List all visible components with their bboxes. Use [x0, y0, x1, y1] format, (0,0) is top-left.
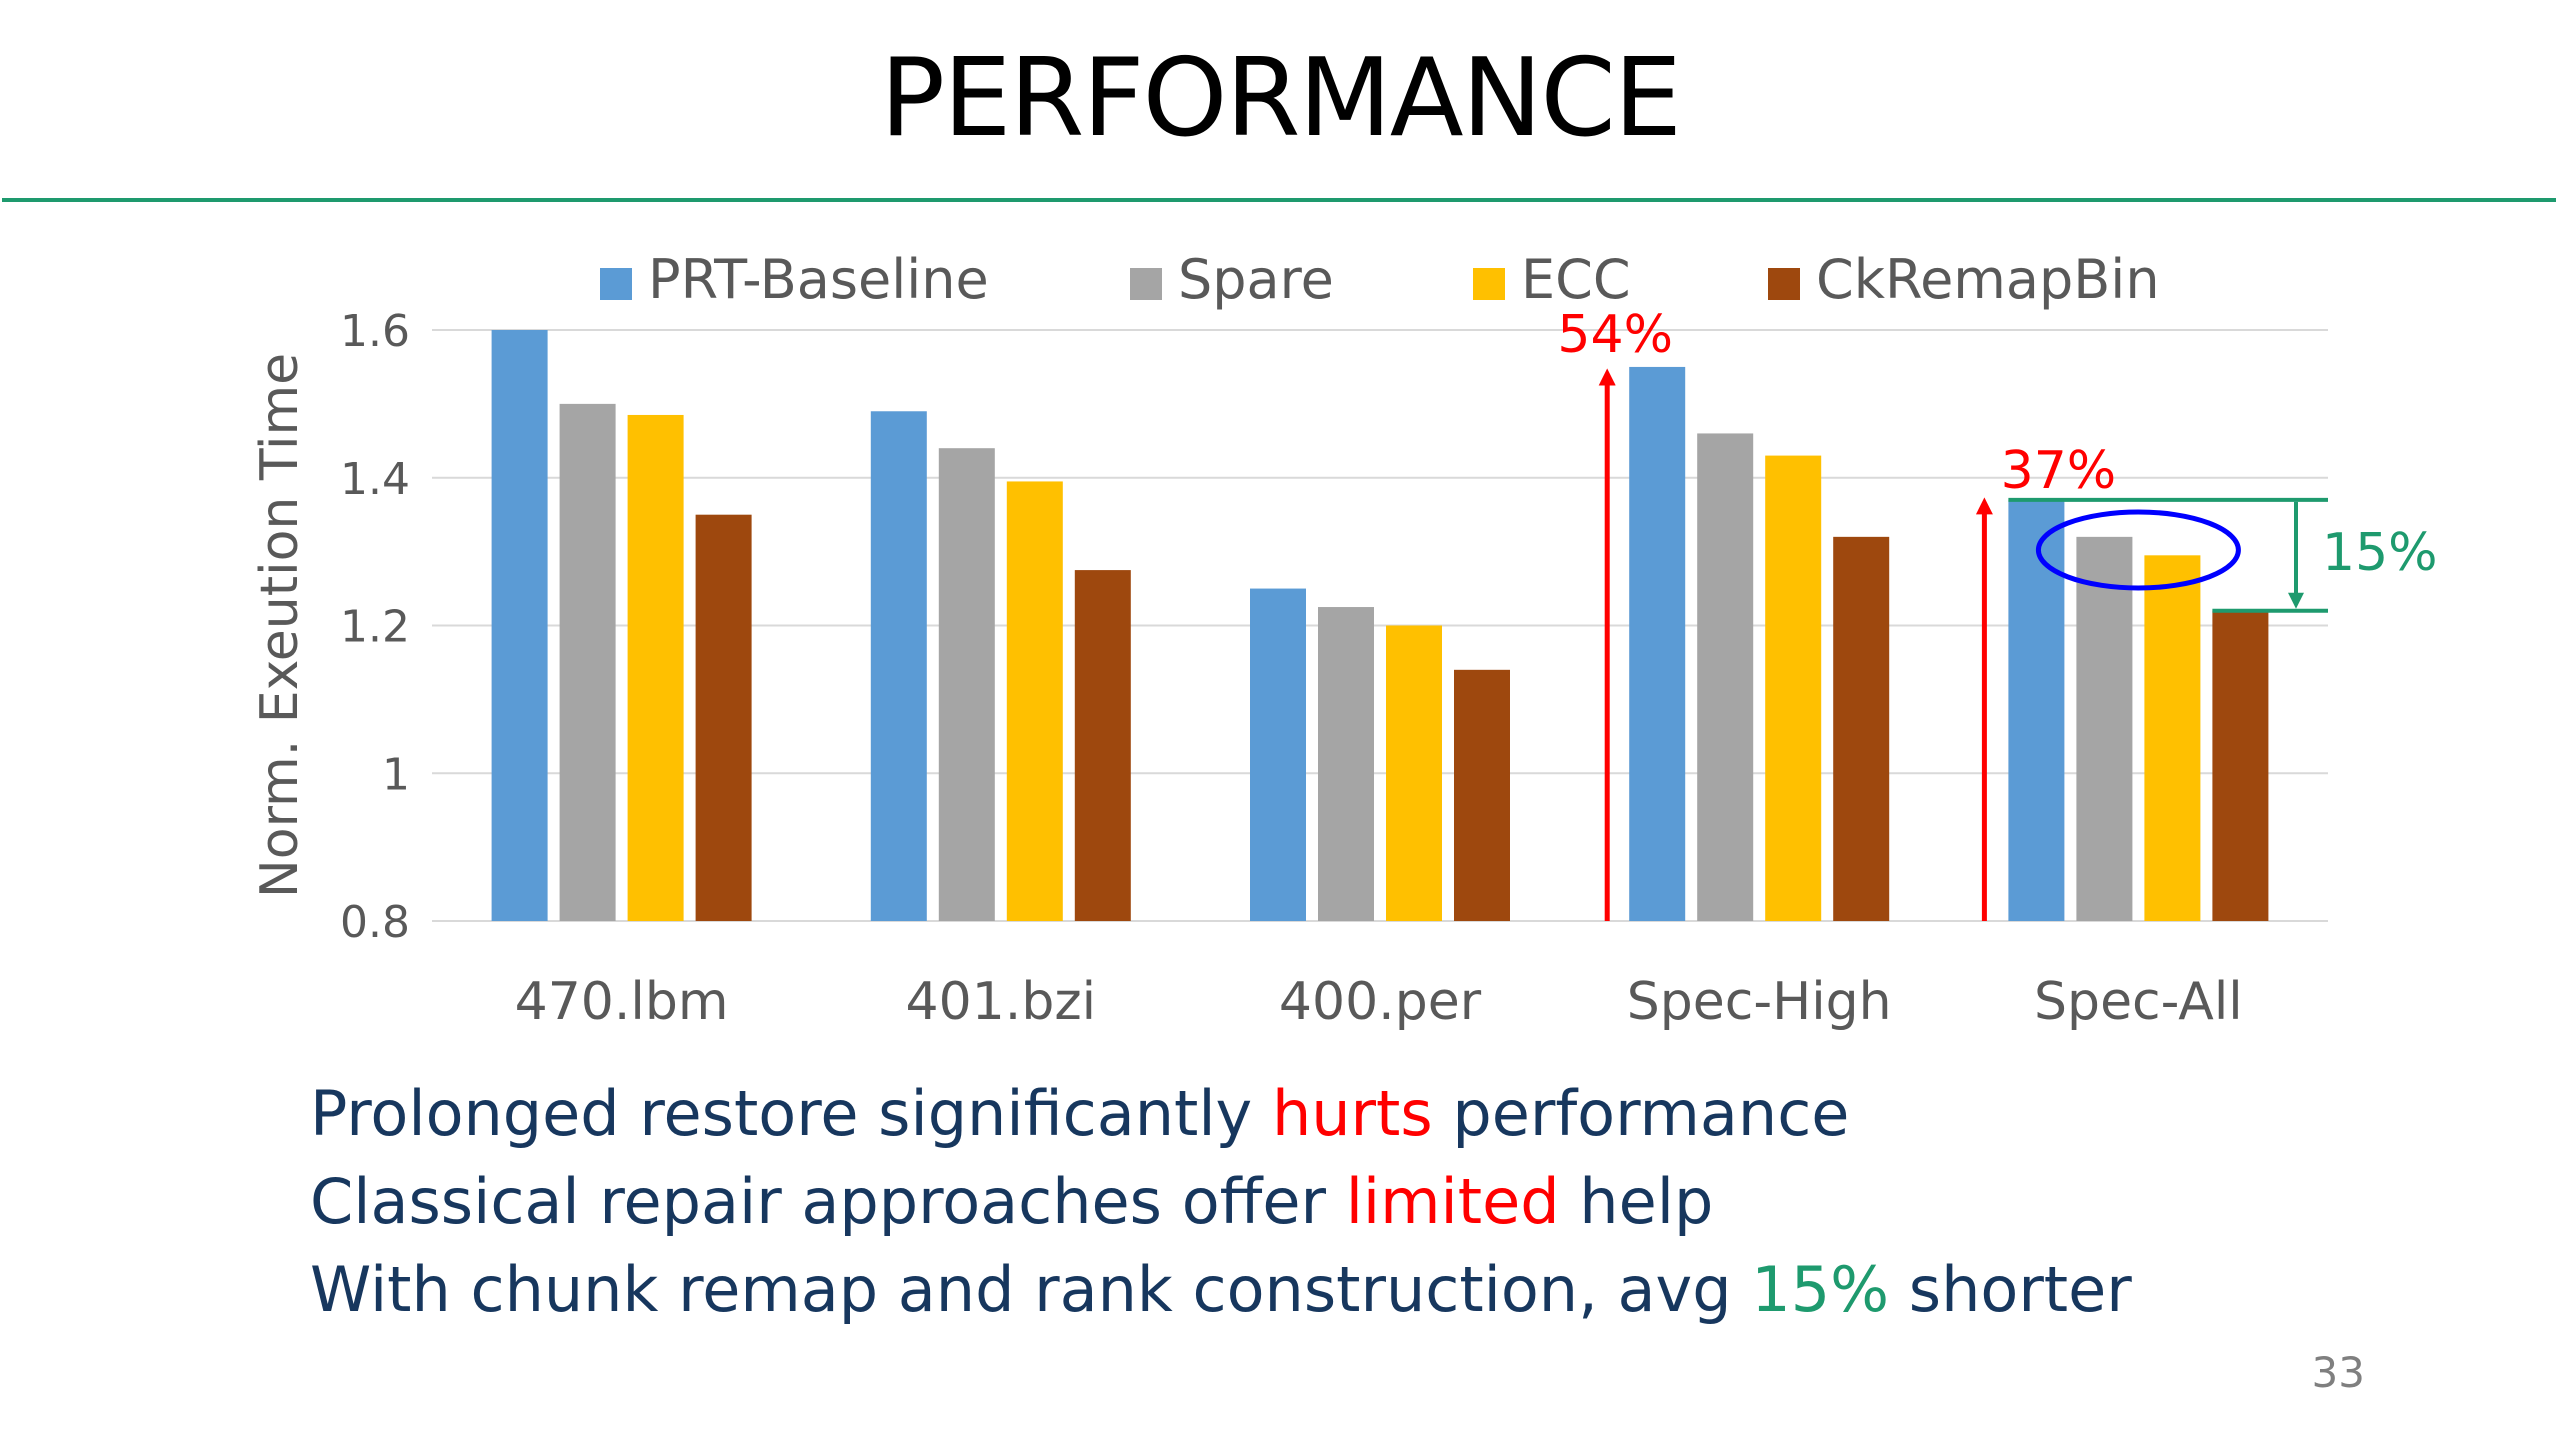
- x-tick-label: Spec-High: [1627, 972, 1892, 1032]
- legend-swatch: [600, 268, 632, 300]
- bar: [627, 414, 684, 921]
- annotation-label: 54%: [1557, 305, 1673, 365]
- bar: [1250, 588, 1306, 921]
- bullet-text: Prolonged restore significantly: [310, 1077, 1272, 1150]
- bullet-limited: Classical repair approaches offer limite…: [310, 1158, 2132, 1246]
- bullet-highlight: hurts: [1271, 1077, 1433, 1150]
- legend-label: ECC: [1521, 248, 1631, 311]
- annotation-label: 15%: [2322, 523, 2438, 583]
- x-tick-label: 401.bzi: [906, 972, 1097, 1032]
- x-tick-label: Spec-All: [2034, 972, 2243, 1032]
- bar: [2076, 536, 2133, 921]
- bar: [1006, 481, 1063, 921]
- bar: [2144, 555, 2201, 921]
- bar: [1629, 366, 1686, 921]
- x-tick-label: 400.per: [1279, 972, 1482, 1032]
- bar: [870, 411, 927, 921]
- bullet-hurts: Prolonged restore significantly hurts pe…: [310, 1070, 2132, 1158]
- bar-chart: 0.8 1 1.2 1.4 1.6 Norm. Exeution Time 470.lbm 4…: [250, 248, 2438, 1032]
- bullet-text: With chunk remap and rank construction, …: [310, 1253, 1752, 1326]
- page-number: 33: [2311, 1348, 2365, 1397]
- y-tick-label: 0.8: [340, 897, 410, 948]
- bullet-text: shorter: [1889, 1253, 2132, 1326]
- bullet-text: help: [1559, 1165, 1714, 1238]
- bar: [1697, 433, 1754, 921]
- title-divider: [2, 198, 2556, 202]
- bar: [1386, 625, 1442, 921]
- bar: [559, 403, 616, 921]
- bullet-text: performance: [1432, 1077, 1850, 1150]
- slide-title: PERFORMANCE: [879, 36, 1682, 161]
- x-tick-label: 470.lbm: [515, 972, 729, 1032]
- bar: [1765, 455, 1822, 921]
- legend-label: PRT-Baseline: [648, 248, 989, 311]
- y-tick-label: 1.6: [340, 306, 410, 357]
- bar: [491, 330, 548, 921]
- legend-label: Spare: [1178, 248, 1334, 311]
- y-axis-label: Norm. Exeution Time: [250, 353, 310, 898]
- legend-label: CkRemapBin: [1816, 248, 2160, 311]
- legend-swatch: [1768, 268, 1800, 300]
- bullet-shorter: With chunk remap and rank construction, …: [310, 1246, 2132, 1334]
- bar: [1074, 570, 1131, 921]
- y-tick-label: 1: [382, 749, 410, 800]
- legend-swatch: [1473, 268, 1505, 300]
- legend-swatch: [1130, 268, 1162, 300]
- bar: [1833, 536, 1890, 921]
- bar: [938, 448, 995, 921]
- bar: [695, 514, 752, 921]
- bullet-list: Prolonged restore significantly hurts pe…: [310, 1070, 2132, 1334]
- bar: [1318, 607, 1374, 921]
- y-tick-label: 1.4: [340, 454, 410, 505]
- bar: [2008, 499, 2065, 921]
- bullet-text: Classical repair approaches offer: [310, 1165, 1346, 1238]
- bar: [1454, 669, 1510, 921]
- y-tick-label: 1.2: [340, 602, 410, 653]
- bar: [2212, 610, 2269, 921]
- annotation-label: 37%: [2001, 441, 2117, 501]
- bullet-highlight: limited: [1345, 1165, 1560, 1238]
- bullet-highlight: 15%: [1751, 1253, 1890, 1326]
- highlight-ellipse: [2035, 509, 2241, 591]
